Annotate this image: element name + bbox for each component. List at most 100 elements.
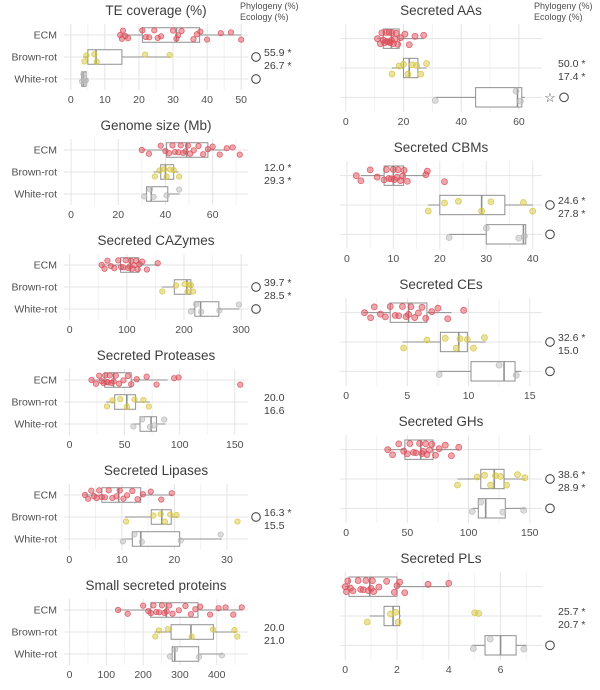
x-tick-label: 400	[208, 669, 226, 681]
x-tick-label: 50	[235, 94, 247, 106]
panel-secreted-cbms: 0 10 20 30 40 Secreted CBMs 24.6 * 27.8 *	[300, 137, 600, 274]
y-axis-label: ECM	[34, 490, 57, 502]
x-tick-label: 30	[221, 554, 233, 566]
panel-secreted-ces: 0 5 10 15 Secreted CEs 32.6 * 15.0	[300, 274, 600, 411]
points-brown-rot	[122, 511, 241, 525]
phylogeny-value: 12.0 *	[264, 162, 291, 174]
stats-header-phylogeny: Phylogeny (%)	[534, 1, 593, 11]
panel-title: Small secreted proteins	[85, 578, 226, 593]
x-tick-label: 0	[67, 439, 73, 451]
points-brown-rot	[388, 60, 430, 78]
ecology-value: 29.3 *	[264, 175, 291, 187]
y-axis-label: Brown-rot	[11, 627, 57, 639]
y-axis-label: ECM	[34, 605, 57, 617]
x-tick-label: 30	[480, 253, 492, 265]
x-tick-label: 60	[513, 116, 525, 128]
y-axis-label: ECM	[34, 375, 57, 387]
ecology-value: 27.8 *	[558, 208, 585, 220]
points-white-rot	[119, 531, 224, 545]
ecology-value: 17.4 *	[558, 71, 585, 83]
x-tick-label: 10	[463, 390, 475, 402]
panel-chart: ECM Brown-rot White-rot 0 100 200 300 400 Small …	[11, 578, 285, 681]
significance-circle-icon	[545, 337, 555, 347]
panel-title: Secreted PLs	[400, 551, 481, 566]
box-brown-rot	[439, 194, 506, 216]
y-axis-label: ECM	[34, 260, 57, 272]
significance-star-icon: ☆	[544, 90, 556, 105]
y-axis-label: Brown-rot	[11, 52, 57, 64]
x-tick-label: 2	[394, 664, 400, 676]
points-brown-rot	[103, 396, 152, 410]
y-axis-label: Brown-rot	[11, 167, 57, 179]
panel-genome-size-mb: ECM Brown-rot White-rot 0 20 40 60 Genome size …	[0, 115, 300, 230]
x-tick-label: 100	[118, 324, 136, 336]
phylogeny-value: 38.6 *	[558, 469, 585, 481]
x-tick-label: 200	[134, 669, 152, 681]
x-tick-label: 300	[171, 669, 189, 681]
panel-small-secreted-proteins: ECM Brown-rot White-rot 0 100 200 300 400 Small …	[0, 575, 300, 690]
points-white-rot	[141, 186, 183, 200]
x-tick-label: 60	[207, 209, 219, 221]
x-tick-label: 15	[524, 390, 536, 402]
y-axis-label: ECM	[34, 30, 57, 42]
significance-circle-icon	[545, 366, 555, 377]
panel-title: Secreted CEs	[399, 277, 483, 292]
x-tick-label: 0	[67, 324, 73, 336]
box-white-rot	[131, 531, 181, 547]
significance-circle-icon	[559, 92, 569, 103]
ecology-value: 26.7 *	[264, 60, 291, 72]
boxplot-white-rot	[435, 87, 525, 108]
points-ecm	[374, 29, 428, 49]
y-axis-label: White-rot	[14, 189, 57, 201]
x-tick-label: 0	[66, 554, 72, 566]
phylogeny-value: 50.0 *	[558, 58, 585, 70]
significance-circle-icon	[545, 229, 555, 240]
x-tick-label: 0	[342, 664, 348, 676]
points-white-rot	[78, 71, 89, 85]
points-white-rot	[130, 416, 168, 430]
x-tick-label: 5	[404, 390, 410, 402]
x-tick-label: 0	[68, 94, 74, 106]
panel-title: Secreted GHs	[399, 414, 484, 429]
x-tick-label: 20	[169, 554, 181, 566]
y-axis-label: White-rot	[14, 304, 57, 316]
points-brown-rot	[81, 51, 173, 65]
phylogeny-value: 25.7 *	[558, 606, 585, 618]
y-axis-label: Brown-rot	[11, 397, 57, 409]
x-tick-label: 150	[226, 439, 244, 451]
left-column: ECM Brown-rot White-rot 0 10 20 30 40 50 TE cover…	[0, 0, 300, 681]
x-tick-label: 50	[119, 439, 131, 451]
stats-header-ecology: Ecology (%)	[240, 12, 289, 22]
points-ecm	[98, 257, 161, 273]
panel-te-coverage: ECM Brown-rot White-rot 0 10 20 30 40 50 TE cover…	[0, 0, 300, 115]
phylogeny-value: 20.0	[264, 622, 285, 634]
x-tick-label: 20	[133, 94, 145, 106]
stats-header-phylogeny: Phylogeny (%)	[240, 1, 299, 11]
panel-chart: 0 2 4 6 Secreted PLs 25.7 *20.7 *	[340, 551, 585, 676]
panel-secreted-cazymes: ECM Brown-rot White-rot 0 100 200 300 Secreted …	[0, 230, 300, 345]
points-white-rot	[445, 224, 528, 242]
points-brown-rot	[424, 197, 537, 215]
points-brown-rot	[400, 334, 488, 352]
points-ecm	[117, 27, 245, 43]
x-tick-label: 300	[232, 324, 250, 336]
points-brown-rot	[454, 471, 529, 489]
x-tick-label: 150	[521, 527, 539, 539]
panel-chart: ECM Brown-rot White-rot 0 20 40 60 Genome size …	[11, 118, 291, 221]
points-brown-rot	[159, 281, 197, 295]
x-tick-label: 40	[201, 94, 213, 106]
x-tick-label: 100	[98, 669, 116, 681]
points-brown-rot	[151, 166, 183, 180]
phylogeny-value: 32.6 *	[558, 332, 585, 344]
panel-title: Secreted Proteases	[97, 348, 216, 363]
significance-circle-icon	[251, 512, 261, 522]
x-tick-label: 10	[116, 554, 128, 566]
x-tick-label: 6	[498, 664, 504, 676]
x-tick-label: 20	[398, 116, 410, 128]
points-ecm	[88, 372, 244, 388]
ecology-value: 28.5 *	[264, 290, 291, 302]
right-column: ☆ 0 20 40 60 Secreted AAs Phylogeny (%) Ecology…	[300, 0, 600, 676]
points-white-rot	[469, 635, 528, 653]
x-tick-label: 100	[171, 439, 189, 451]
significance-circle-icon	[251, 304, 261, 314]
